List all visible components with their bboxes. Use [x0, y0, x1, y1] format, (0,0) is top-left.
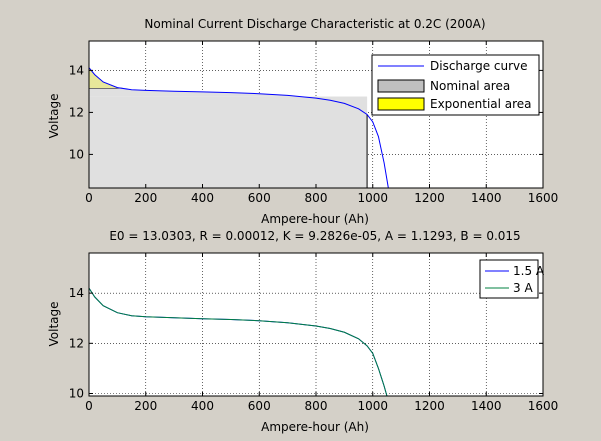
- bottom-chart-title: E0 = 13.0303, R = 0.00012, K = 9.2826e-0…: [109, 229, 520, 243]
- top-tick-label-x: 800: [305, 191, 328, 205]
- bottom-tick-label-y: 12: [69, 336, 84, 350]
- legend-swatch-nominal-area: [377, 79, 425, 93]
- legend-label-1-5a: 1.5 A: [513, 264, 545, 278]
- bottom-tick-label-x: 1000: [357, 399, 388, 413]
- top-tick-label-x: 1200: [414, 191, 445, 205]
- legend-label-nominal-area: Nominal area: [430, 79, 510, 93]
- bottom-tick-label-y: 10: [69, 386, 84, 400]
- discharge-characteristic-chart: Nominal Current Discharge Characteristic…: [47, 17, 558, 226]
- bottom-tick-label-x: 200: [134, 399, 157, 413]
- top-areas: [88, 66, 368, 188]
- top-tick-label-x: 0: [85, 191, 93, 205]
- top-tick-label-x: 1600: [528, 191, 559, 205]
- nominal-area-upper-fill: [89, 87, 368, 115]
- bottom-x-axis-label: Ampere-hour (Ah): [261, 420, 369, 434]
- bottom-tick-label-x: 0: [85, 399, 93, 413]
- top-tick-label-x: 1400: [471, 191, 502, 205]
- top-tick-label-x: 400: [191, 191, 214, 205]
- top-chart-title: Nominal Current Discharge Characteristic…: [144, 17, 485, 31]
- top-tick-label-y: 10: [69, 147, 84, 161]
- bottom-tick-label-x: 600: [248, 399, 271, 413]
- bottom-tick-label-x: 1200: [414, 399, 445, 413]
- bottom-tick-label-x: 1600: [528, 399, 559, 413]
- bottom-y-axis-label: Voltage: [47, 301, 61, 346]
- bottom-tick-label-y: 14: [69, 286, 84, 300]
- bottom-tick-label-x: 1400: [471, 399, 502, 413]
- bottom-tick-label-x: 800: [305, 399, 328, 413]
- top-tick-label-y: 14: [69, 63, 84, 77]
- bottom-ticks: 0 200 400 600 800 1000 1200 1400 1600 10 12 14: [69, 253, 559, 413]
- top-lines: [88, 67, 389, 189]
- bottom-series-line-1: [88, 287, 388, 397]
- bottom-legend-box: [479, 259, 539, 299]
- top-x-axis-label: Ampere-hour (Ah): [261, 212, 369, 226]
- top-y-axis-label: Voltage: [47, 93, 61, 138]
- top-tick-label-x: 600: [248, 191, 271, 205]
- top-tick-label-x: 200: [134, 191, 157, 205]
- top-legend: Discharge curve Nominal area Exponential…: [371, 54, 540, 116]
- bottom-legend: 1.5 A 3 A: [479, 259, 545, 299]
- legend-label-discharge-curve: Discharge curve: [430, 59, 528, 73]
- parameters-chart: E0 = 13.0303, R = 0.00012, K = 9.2826e-0…: [47, 229, 558, 434]
- top-ticks: 0 200 400 600 800 1000 1200 1400 1600 10 12 14: [69, 41, 559, 205]
- legend-swatch-exponential-area: [377, 97, 425, 111]
- nominal-area-fill: [89, 96, 368, 188]
- top-tick-label-x: 1000: [357, 191, 388, 205]
- top-series-line-0: [88, 67, 389, 189]
- legend-label-3a: 3 A: [513, 281, 533, 295]
- bottom-lines: [88, 287, 388, 397]
- bottom-grid: [89, 253, 543, 396]
- top-tick-label-y: 12: [69, 105, 84, 119]
- legend-label-exponential-area: Exponential area: [430, 97, 532, 111]
- bottom-tick-label-x: 400: [191, 399, 214, 413]
- bottom-plot-area: [89, 253, 543, 396]
